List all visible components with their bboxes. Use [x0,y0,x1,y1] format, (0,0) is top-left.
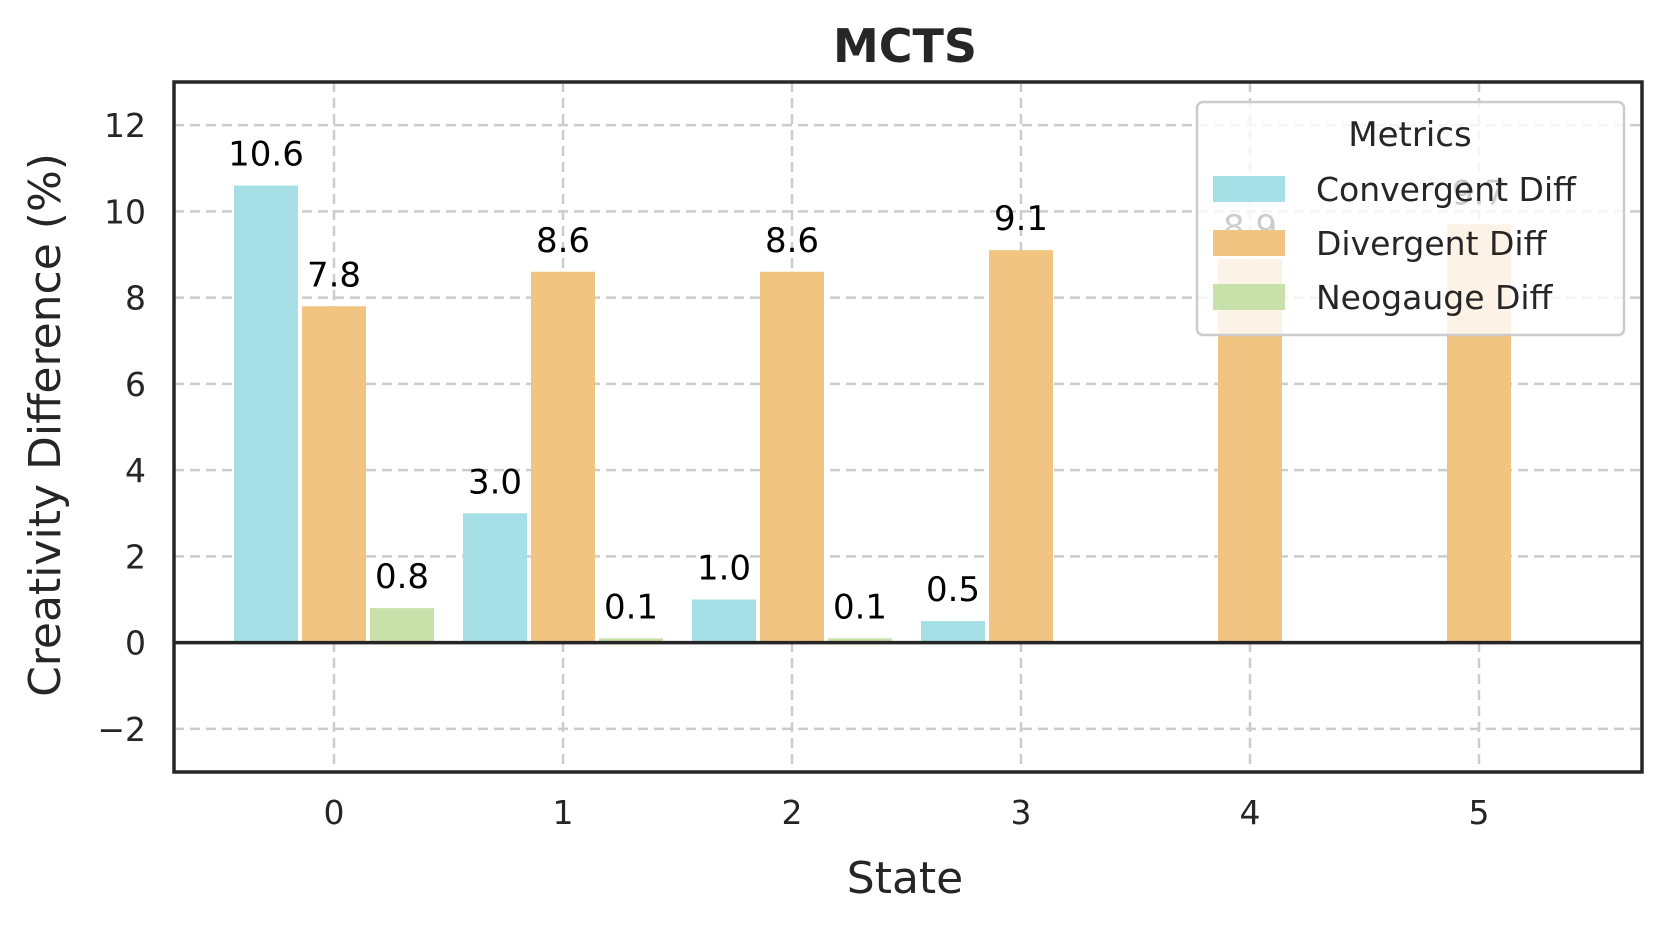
data-label: 0.5 [926,570,980,610]
y-axis-label: Creativity Difference (%) [20,153,71,697]
data-label: 9.1 [994,199,1048,239]
legend-label: Convergent Diff [1316,170,1577,209]
chart-title: MCTS [833,19,977,73]
y-axis-ticks: −2 0 2 4 6 8 10 12 [97,106,146,749]
legend: Metrics Convergent Diff Divergent Diff Neog… [1195,100,1626,337]
y-tick-label: 12 [104,106,146,145]
y-tick-label: 0 [125,624,146,663]
bar-neogauge-diff-2 [828,638,892,643]
data-label: 8.6 [536,221,590,261]
data-label: 8.6 [765,221,819,261]
legend-label: Divergent Diff [1316,224,1548,263]
x-tick-label: 4 [1240,793,1261,832]
bars [234,185,1511,643]
x-tick-label: 0 [324,793,345,832]
bar-convergent-diff-3 [921,621,985,643]
y-tick-label: 10 [104,192,146,231]
legend-box [1195,100,1626,337]
legend-title: Metrics [1348,115,1471,155]
bar-divergent-diff-2 [760,271,824,643]
data-label: 3.0 [468,462,522,502]
plot-frame [172,80,1644,774]
bar-neogauge-diff-1 [599,638,663,643]
bar-convergent-diff-2 [692,599,756,643]
y-tick-label: 8 [125,279,146,318]
y-tick-label: 2 [125,537,146,576]
bar-convergent-diff-0 [234,185,298,643]
bar-divergent-diff-1 [531,271,595,643]
legend-label: Neogauge Diff [1316,278,1554,317]
data-label: 0.8 [375,557,429,597]
x-tick-label: 2 [782,793,803,832]
x-tick-label: 3 [1011,793,1032,832]
data-label: 0.1 [833,587,887,627]
y-tick-label: −2 [97,710,146,749]
bar-divergent-diff-0 [302,306,366,643]
legend-swatch [1213,230,1285,256]
bar-neogauge-diff-0 [370,608,434,643]
legend-swatch [1213,284,1285,310]
x-tick-label: 5 [1469,793,1490,832]
data-label: 1.0 [697,549,751,589]
data-label: 0.1 [604,587,658,627]
bar-divergent-diff-3 [989,250,1053,643]
legend-swatch [1213,176,1285,202]
x-tick-label: 1 [553,793,574,832]
x-axis-ticks: 0 1 2 3 4 5 [324,793,1490,832]
y-tick-label: 6 [125,365,146,404]
x-axis-label: State [847,853,963,904]
bar-convergent-diff-1 [463,513,527,643]
y-tick-label: 4 [125,451,146,490]
data-label: 10.6 [228,135,304,175]
data-label: 7.8 [307,255,361,295]
